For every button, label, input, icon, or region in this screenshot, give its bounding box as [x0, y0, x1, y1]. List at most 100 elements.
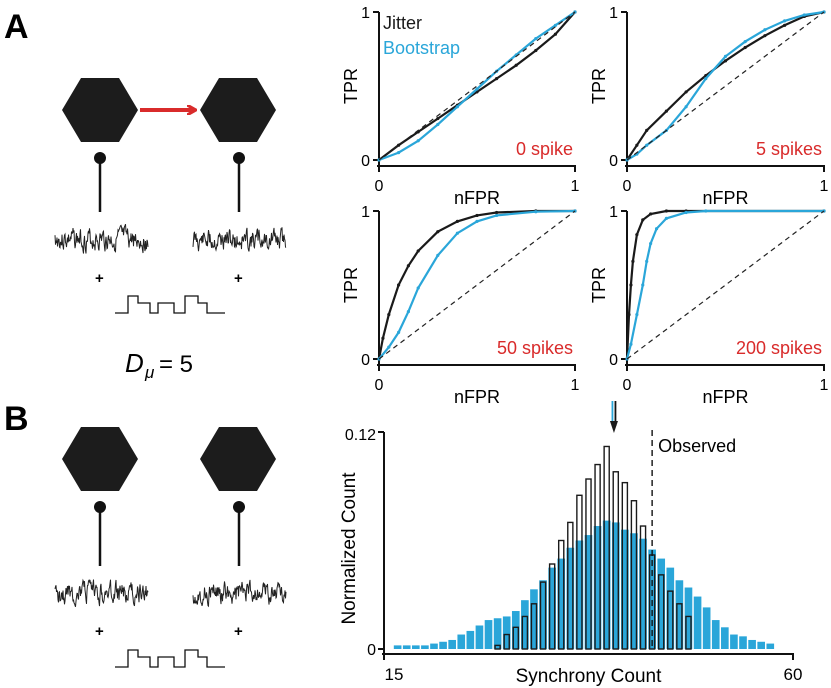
- electrode-tip-left-a: [94, 152, 106, 164]
- roc-point-jitter: [763, 34, 767, 38]
- observed-label: Observed: [658, 436, 736, 456]
- bar-jitter: [667, 590, 674, 650]
- bar-bootstrap: [757, 641, 766, 649]
- spike-count-label: 200 spikes: [736, 338, 822, 358]
- spike-count-label: 5 spikes: [756, 139, 822, 159]
- roc-curve-jitter: [625, 209, 824, 360]
- jitter-window-signal-b: [115, 649, 225, 668]
- roc-point-jitter: [495, 210, 499, 215]
- bar-bootstrap: [602, 520, 611, 649]
- bar-bootstrap: [566, 547, 575, 649]
- bar-jitter: [512, 626, 520, 650]
- roc-point-bootstrap: [743, 40, 747, 44]
- bar-bootstrap: [402, 645, 411, 649]
- bar-bootstrap: [766, 643, 775, 649]
- bar-bootstrap: [484, 620, 493, 649]
- roc-point-jitter: [723, 59, 728, 63]
- roc-point-bootstrap: [534, 37, 538, 41]
- x-axis-label: nFPR: [702, 188, 748, 208]
- bar-bootstrap: [702, 607, 711, 649]
- bar-jitter: [548, 563, 556, 650]
- bar-jitter: [603, 445, 610, 650]
- roc-point-jitter: [743, 45, 747, 50]
- x-tick-label: 0: [375, 377, 384, 394]
- roc-plot-4: 1 00 1 nFPR TPR 200 spikes: [589, 204, 829, 407]
- bar-jitter: [639, 525, 647, 650]
- neuron-left-b: [62, 427, 138, 491]
- panel-b-schematic: B + +: [4, 400, 287, 668]
- y-tick-label: 1: [361, 204, 370, 221]
- roc-point-bootstrap: [455, 105, 459, 109]
- dmu-subscript: μ: [144, 363, 155, 382]
- bar-jitter: [676, 603, 683, 650]
- bar-bootstrap: [693, 596, 702, 649]
- bar-jitter: [612, 471, 620, 650]
- roc-point-bootstrap: [553, 23, 558, 27]
- roc-point-bootstrap: [763, 28, 767, 32]
- bar-jitter: [621, 481, 629, 650]
- roc-point-jitter: [645, 128, 649, 132]
- electrode-tip-right-b: [233, 501, 245, 513]
- bar-bootstrap: [630, 533, 638, 649]
- neuron-left-a: [62, 78, 138, 142]
- roc-point-bootstrap: [649, 241, 653, 246]
- bar-bootstrap: [439, 641, 447, 649]
- roc-point-jitter: [436, 116, 440, 121]
- legend-bootstrap: Bootstrap: [383, 38, 460, 58]
- bar-jitter: [503, 633, 510, 650]
- roc-point-bootstrap: [436, 122, 440, 127]
- bar-bootstrap: [466, 630, 475, 649]
- bar-bootstrap: [711, 620, 720, 649]
- roc-point-jitter: [514, 63, 518, 67]
- bar-jitter: [494, 644, 501, 650]
- roc-point-jitter: [553, 32, 558, 36]
- roc-point-jitter: [627, 313, 631, 317]
- bar-bootstrap: [584, 535, 593, 649]
- y-tick-label: 0: [367, 642, 376, 659]
- x-tick-label: 15: [385, 665, 404, 684]
- chance-line: [626, 210, 825, 360]
- x-tick-label: 60: [784, 665, 803, 684]
- plus-left-a: +: [95, 270, 104, 287]
- bar-jitter: [576, 494, 583, 650]
- panel-label-a: A: [4, 8, 29, 46]
- bar-bootstrap: [493, 618, 502, 649]
- y-axis-label: TPR: [589, 68, 609, 104]
- roc-point-bootstrap: [629, 342, 633, 346]
- dmu-symbol: D: [125, 348, 144, 378]
- electrode-tip-right-a: [233, 152, 245, 164]
- roc-point-jitter: [397, 143, 401, 147]
- bar-bootstrap: [448, 639, 456, 649]
- y-tick-label: 0.12: [345, 427, 376, 444]
- plus-right-b: +: [234, 623, 243, 640]
- roc-point-bootstrap: [684, 105, 688, 109]
- roc-point-bootstrap: [387, 345, 391, 349]
- roc-point-bootstrap: [406, 310, 410, 314]
- bar-bootstrap: [521, 600, 529, 649]
- roc-point-jitter: [495, 77, 499, 81]
- roc-point-jitter: [783, 23, 787, 27]
- bar-jitter: [657, 574, 665, 650]
- roc-point-bootstrap: [641, 283, 645, 287]
- roc-point-jitter: [387, 313, 391, 317]
- bar-jitter: [557, 539, 565, 650]
- y-axis-label: TPR: [341, 267, 361, 303]
- bar-bootstrap: [639, 538, 647, 649]
- roc-point-bootstrap: [416, 139, 420, 143]
- plus-left-b: +: [95, 623, 104, 640]
- bar-bootstrap: [575, 540, 584, 649]
- roc-point-bootstrap: [704, 209, 708, 213]
- y-axis-label: Normalized Count: [339, 472, 360, 625]
- bar-bootstrap: [557, 558, 566, 649]
- roc-point-bootstrap: [495, 213, 499, 218]
- x-tick-label: 1: [571, 178, 580, 195]
- bar-bootstrap: [457, 634, 466, 649]
- x-axis-label: Synchrony Count: [516, 666, 662, 687]
- bar-bootstrap: [675, 580, 684, 649]
- roc-point-jitter: [664, 109, 669, 113]
- bar-bootstrap: [502, 616, 511, 649]
- y-tick-label: 0: [609, 153, 618, 170]
- jitter-window-signal-a: [115, 295, 225, 314]
- roc-point-bootstrap: [783, 19, 787, 23]
